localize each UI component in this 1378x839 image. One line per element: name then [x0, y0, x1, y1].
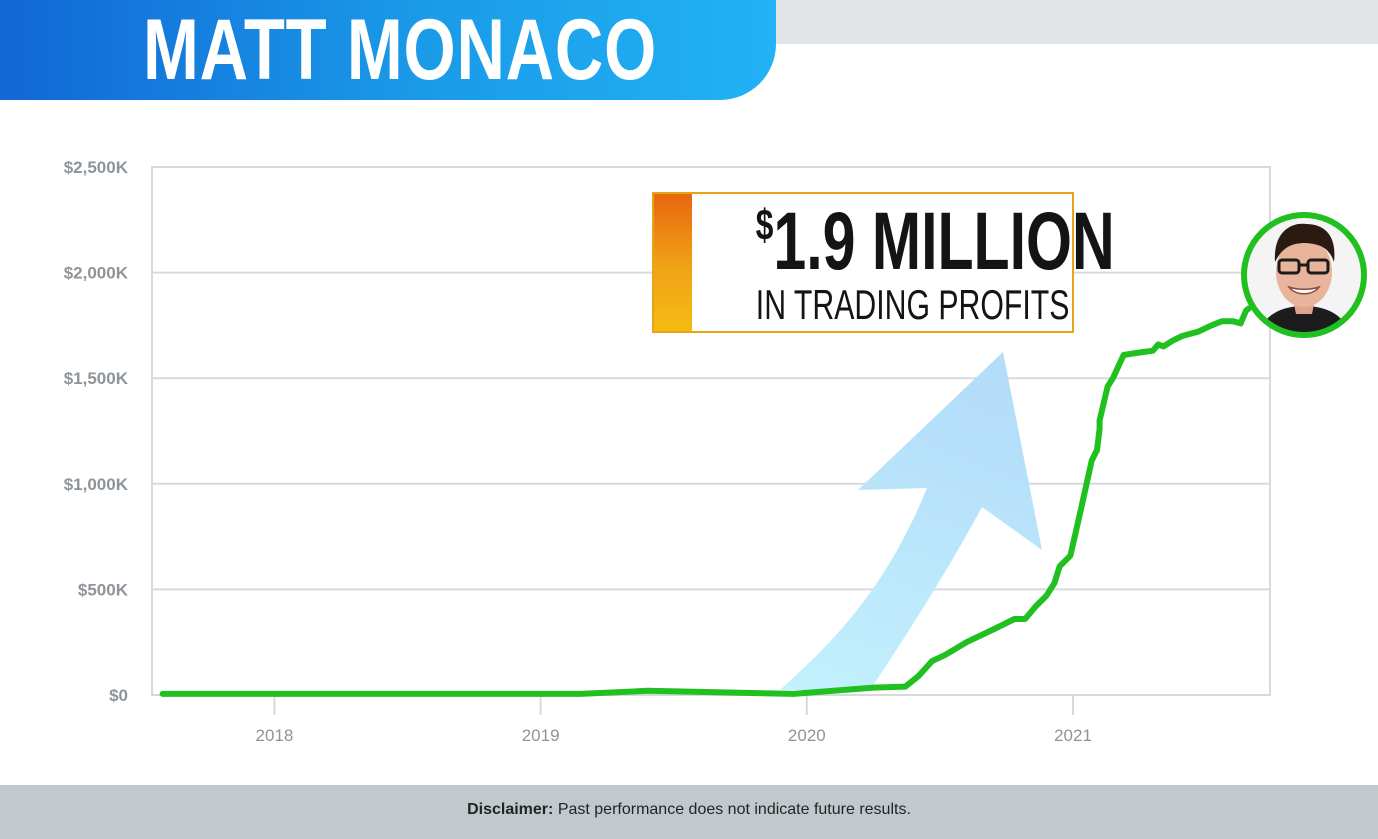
y-tick-label: $500K	[78, 580, 129, 599]
y-axis-ticks: $0 $500K $1,000K $1,500K $2,000K $2,500K	[64, 158, 129, 705]
x-tick-label: 2021	[1054, 726, 1092, 745]
y-tick-label: $0	[109, 686, 128, 705]
profit-line	[159, 305, 1252, 697]
disclaimer-text: Past performance does not indicate futur…	[557, 801, 911, 818]
y-tick-label: $1,000K	[64, 475, 129, 494]
growth-arrow	[780, 352, 1042, 690]
y-tick-label: $2,500K	[64, 158, 129, 177]
callout-amount-value: 1.9 MILLION	[773, 196, 1115, 287]
person-photo-icon	[1245, 216, 1363, 334]
disclaimer: Disclaimer: Past performance does not in…	[0, 785, 1378, 839]
x-tick-label: 2019	[522, 726, 560, 745]
x-axis-ticks: 2018 2019 2020 2021	[256, 695, 1092, 745]
x-tick-label: 2018	[256, 726, 294, 745]
callout-amount: $1.9 MILLION	[755, 196, 1115, 288]
y-tick-label: $2,000K	[64, 264, 129, 283]
profit-callout: $1.9 MILLION IN TRADING PROFITS	[652, 192, 1115, 333]
callout-currency: $	[755, 201, 774, 250]
page-title: MATT MONACO	[143, 2, 658, 98]
disclaimer-label: Disclaimer:	[467, 801, 554, 818]
callout-subtitle: IN TRADING PROFITS	[755, 281, 1070, 328]
y-tick-label: $1,500K	[64, 369, 129, 388]
callout-stripe	[654, 194, 692, 331]
avatar	[1241, 212, 1367, 338]
header-banner: MATT MONACO	[0, 0, 776, 100]
x-tick-label: 2020	[788, 726, 826, 745]
chart: $0 $500K $1,000K $1,500K $2,000K $2,500K 2018…	[64, 158, 1271, 745]
